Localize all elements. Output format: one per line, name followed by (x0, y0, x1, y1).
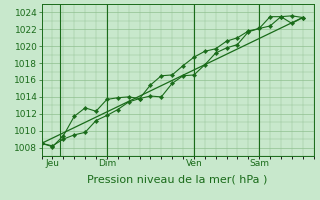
Text: Ven: Ven (186, 159, 202, 168)
X-axis label: Pression niveau de la mer( hPa ): Pression niveau de la mer( hPa ) (87, 175, 268, 185)
Text: Sam: Sam (249, 159, 269, 168)
Text: Dim: Dim (98, 159, 116, 168)
Text: Jeu: Jeu (45, 159, 60, 168)
